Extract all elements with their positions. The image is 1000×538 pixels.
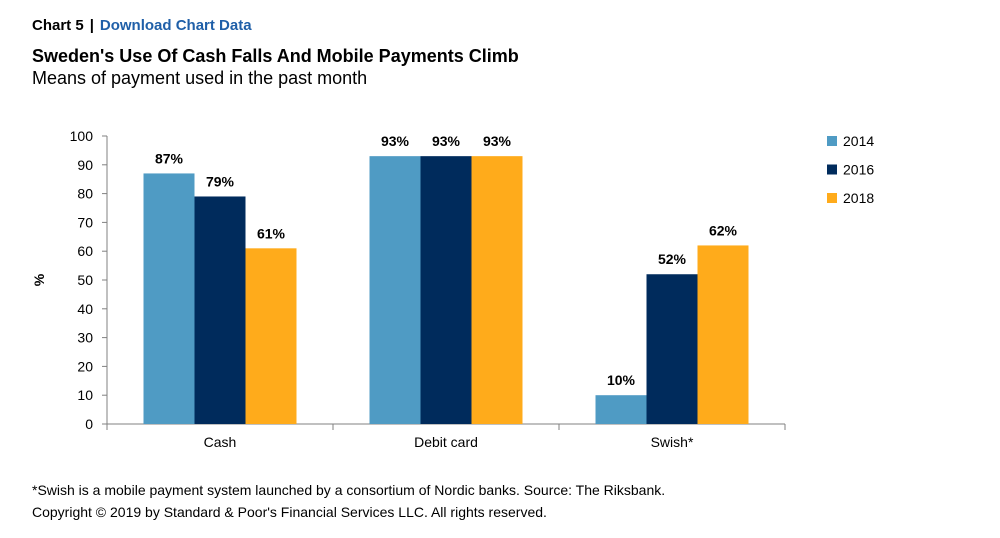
y-tick-label: 100 — [70, 128, 94, 144]
data-label: 52% — [658, 251, 687, 267]
bar — [471, 156, 523, 424]
y-tick-label: 0 — [85, 416, 93, 432]
copyright-notice: Copyright © 2019 by Standard & Poor's Fi… — [32, 504, 547, 520]
x-tick-label: Swish* — [651, 434, 694, 450]
data-label: 93% — [432, 133, 461, 149]
y-tick-label: 40 — [77, 301, 93, 317]
y-tick-label: 30 — [77, 330, 93, 346]
y-tick-label: 50 — [77, 272, 93, 288]
legend-swatch — [827, 136, 837, 146]
data-label: 10% — [607, 372, 636, 388]
bar — [143, 173, 195, 424]
y-tick-label: 20 — [77, 358, 93, 374]
data-label: 93% — [483, 133, 512, 149]
bar — [194, 196, 246, 424]
data-label: 79% — [206, 173, 235, 189]
bar — [369, 156, 421, 424]
y-axis-label: % — [31, 273, 47, 286]
data-labels-group: 87% 79% 61% 93% 93% 93% 10% 52% 62% — [155, 133, 738, 388]
y-axis: 0 10 20 30 40 50 60 70 80 90 100% — [31, 128, 108, 432]
legend-label: 2014 — [843, 133, 874, 149]
chart-subtitle: Means of payment used in the past month — [32, 68, 368, 88]
bar — [697, 245, 749, 424]
legend-swatch — [827, 193, 837, 203]
bar — [646, 274, 698, 424]
legend-label: 2016 — [843, 162, 874, 178]
footnote: *Swish is a mobile payment system launch… — [32, 482, 666, 498]
chart-title: Sweden's Use Of Cash Falls And Mobile Pa… — [32, 46, 519, 66]
header-separator: | — [89, 17, 94, 34]
legend-swatch — [827, 164, 837, 175]
y-tick-label: 80 — [77, 186, 93, 202]
download-chart-data-link[interactable]: Download Chart Data — [99, 17, 252, 34]
data-label: 61% — [257, 225, 286, 241]
data-label: 62% — [709, 222, 738, 238]
data-label: 93% — [381, 133, 410, 149]
bar — [245, 248, 297, 424]
legend: 2014 2016 2018 — [827, 133, 874, 206]
x-tick-label: Cash — [204, 434, 237, 450]
bar — [595, 395, 647, 424]
bars-group — [143, 156, 749, 424]
y-tick-label: 90 — [77, 157, 93, 173]
x-axis: Cash Debit card Swish* — [106, 423, 786, 450]
y-tick-label: 60 — [77, 243, 93, 259]
chart-header: Chart 5 | Download Chart Data — [32, 17, 252, 34]
y-tick-label: 70 — [77, 214, 93, 230]
chart-number: Chart 5 — [32, 17, 84, 34]
bar — [420, 156, 472, 424]
data-label: 87% — [155, 150, 184, 166]
legend-label: 2018 — [843, 190, 874, 206]
y-tick-label: 10 — [77, 387, 93, 403]
x-tick-label: Debit card — [414, 434, 478, 450]
